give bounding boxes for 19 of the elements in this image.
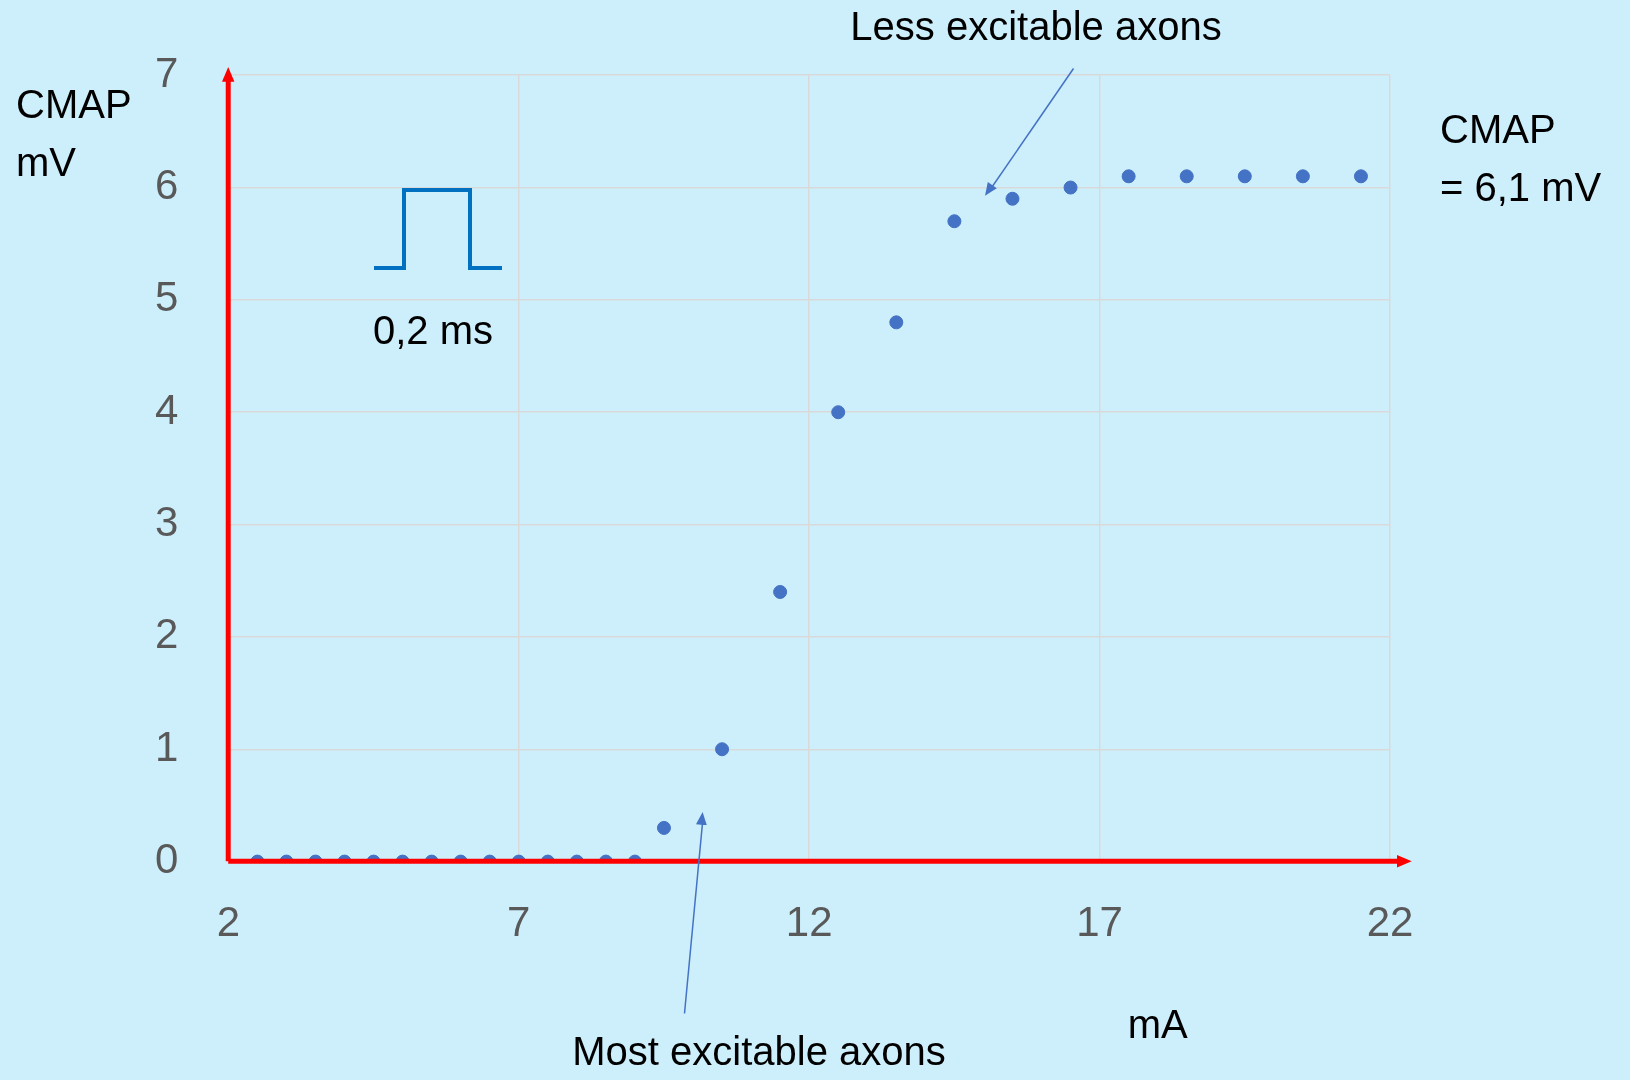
y-axis-title: CMAP mV [16,82,132,185]
x-tick-label: 12 [785,898,833,946]
x-tick-label: 22 [1366,898,1414,946]
text: Less excitable axons [850,4,1222,49]
text: Most excitable axons [572,1029,946,1074]
x-axis-title: mA [1127,1001,1188,1046]
y-tick-label: 2 [155,610,179,658]
x-tick-label: 17 [1076,898,1123,946]
y-tick-label: 6 [155,161,179,209]
y-tick-label: 7 [155,48,179,96]
x-tick-label: 2 [216,898,241,946]
y-tick-label: 0 [155,835,179,883]
y-tick-label: 3 [155,498,179,546]
x-tick-label: 7 [507,898,531,946]
text: CMAP = 6,1 mV [1440,107,1602,210]
y-tick-label: 4 [155,385,179,433]
y-tick-label: 1 [155,722,179,770]
annotation: 0,2 ms [372,308,494,353]
y-tick-label: 5 [155,273,179,321]
